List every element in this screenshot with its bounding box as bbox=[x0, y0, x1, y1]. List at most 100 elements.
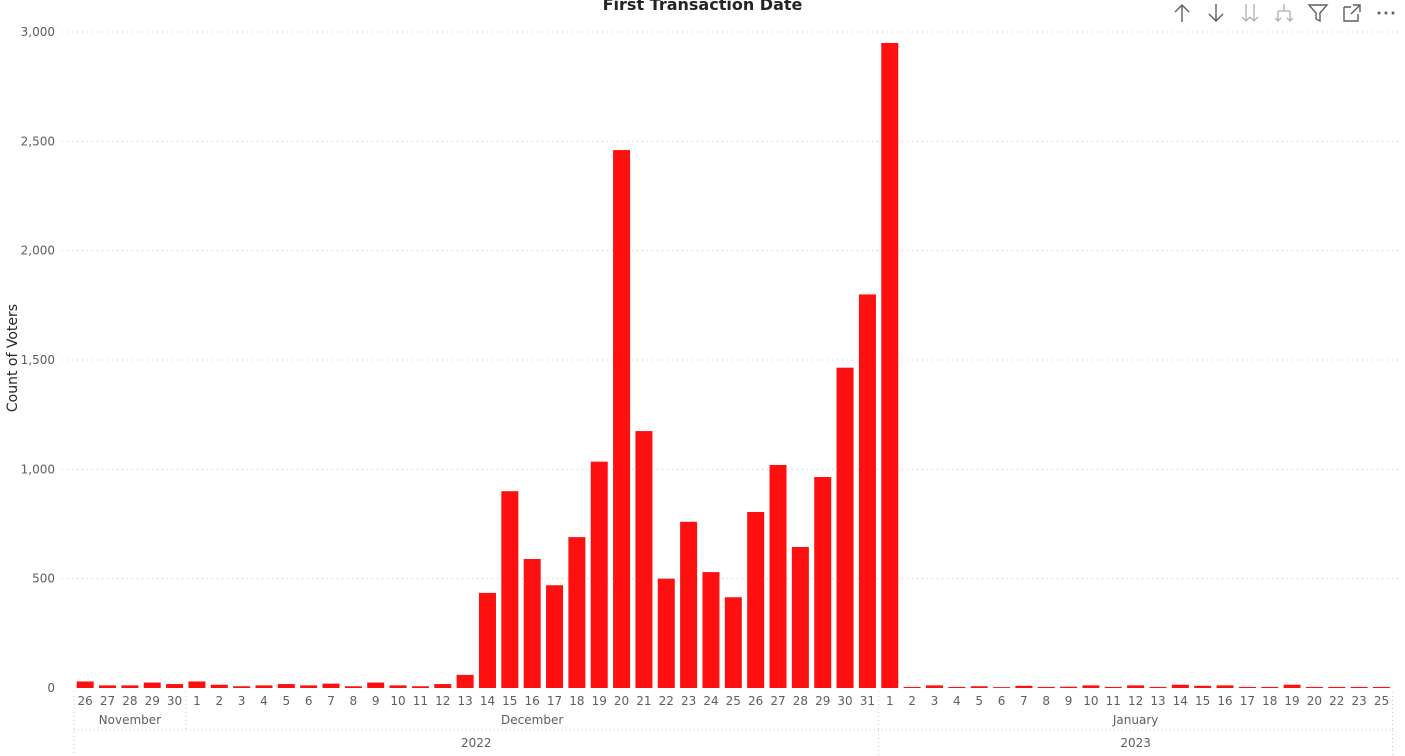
bar bbox=[657, 578, 675, 688]
x-tick-label: 25 bbox=[726, 694, 741, 708]
x-tick-label: 16 bbox=[525, 694, 540, 708]
bar bbox=[791, 546, 809, 688]
x-tick-label: 22 bbox=[659, 694, 674, 708]
focus-mode-icon[interactable] bbox=[1341, 2, 1363, 24]
x-tick-label: 18 bbox=[1262, 694, 1277, 708]
bar bbox=[613, 150, 631, 688]
bar bbox=[478, 592, 496, 688]
x-tick-label: 5 bbox=[975, 694, 983, 708]
bar bbox=[523, 558, 541, 688]
bar bbox=[568, 537, 586, 688]
x-tick-label: 21 bbox=[636, 694, 651, 708]
x-tick-label: 13 bbox=[1150, 694, 1165, 708]
bar bbox=[300, 685, 318, 688]
x-tick-label: 26 bbox=[78, 694, 93, 708]
x-tick-label: 18 bbox=[569, 694, 584, 708]
bar bbox=[747, 511, 765, 688]
arrow-down-icon[interactable] bbox=[1205, 2, 1227, 24]
bar bbox=[434, 684, 452, 688]
x-tick-label: 4 bbox=[953, 694, 961, 708]
bar bbox=[367, 682, 385, 688]
bar bbox=[188, 681, 206, 688]
bar bbox=[389, 685, 407, 688]
bar bbox=[814, 476, 832, 688]
x-tick-label: 17 bbox=[547, 694, 562, 708]
x-tick-label: 12 bbox=[1128, 694, 1143, 708]
x-tick-label: 2 bbox=[215, 694, 223, 708]
bar bbox=[166, 684, 184, 688]
x-tick-label: 1 bbox=[886, 694, 894, 708]
x-tick-label: 23 bbox=[681, 694, 696, 708]
x-tick-label: 17 bbox=[1240, 694, 1255, 708]
bar bbox=[903, 686, 921, 688]
x-tick-label: 22 bbox=[1329, 694, 1344, 708]
bar bbox=[1060, 686, 1078, 688]
bar bbox=[993, 687, 1011, 688]
bar bbox=[322, 683, 340, 688]
bar bbox=[836, 367, 854, 688]
x-tick-label: 29 bbox=[145, 694, 160, 708]
x-tick-label: 19 bbox=[592, 694, 607, 708]
x-tick-label: 24 bbox=[703, 694, 718, 708]
bar bbox=[1194, 685, 1212, 688]
double-arrow-down-icon[interactable] bbox=[1239, 2, 1261, 24]
month-label: December bbox=[501, 713, 563, 727]
x-tick-label: 20 bbox=[614, 694, 629, 708]
x-tick-label: 8 bbox=[350, 694, 358, 708]
x-tick-label: 6 bbox=[305, 694, 313, 708]
x-tick-label: 4 bbox=[260, 694, 268, 708]
bar bbox=[1104, 686, 1122, 688]
y-tick-label: 0 bbox=[47, 681, 55, 695]
bar bbox=[858, 294, 876, 688]
more-options-icon[interactable] bbox=[1375, 2, 1397, 24]
x-tick-label: 25 bbox=[1374, 694, 1389, 708]
x-tick-label: 8 bbox=[1042, 694, 1050, 708]
bar bbox=[255, 685, 273, 688]
bar bbox=[702, 572, 720, 688]
x-tick-label: 1 bbox=[193, 694, 201, 708]
bar bbox=[501, 491, 519, 688]
bar bbox=[1216, 685, 1234, 688]
x-tick-label: 31 bbox=[860, 694, 875, 708]
x-tick-label: 12 bbox=[435, 694, 450, 708]
x-tick-label: 9 bbox=[372, 694, 380, 708]
x-tick-label: 3 bbox=[238, 694, 246, 708]
x-tick-label: 2 bbox=[908, 694, 916, 708]
x-tick-label: 10 bbox=[390, 694, 405, 708]
bar bbox=[99, 685, 117, 688]
bar bbox=[143, 682, 161, 688]
x-tick-label: 27 bbox=[100, 694, 115, 708]
bar bbox=[76, 681, 94, 688]
bar bbox=[456, 674, 474, 688]
filter-icon[interactable] bbox=[1307, 2, 1329, 24]
arrow-up-icon[interactable] bbox=[1171, 2, 1193, 24]
bar bbox=[411, 686, 429, 688]
x-tick-label: 9 bbox=[1065, 694, 1073, 708]
x-tick-label: 15 bbox=[1195, 694, 1210, 708]
y-tick-label: 1,500 bbox=[21, 353, 55, 367]
bar bbox=[680, 521, 698, 688]
bar bbox=[210, 684, 228, 688]
bar bbox=[233, 686, 251, 688]
x-tick-label: 6 bbox=[998, 694, 1006, 708]
x-tick-label: 27 bbox=[770, 694, 785, 708]
x-tick-label: 5 bbox=[283, 694, 291, 708]
x-tick-label: 11 bbox=[413, 694, 428, 708]
x-tick-label: 11 bbox=[1106, 694, 1121, 708]
bar bbox=[277, 684, 295, 688]
bar bbox=[1015, 685, 1033, 688]
x-tick-label: 26 bbox=[748, 694, 763, 708]
month-label: January bbox=[1112, 713, 1159, 727]
bar bbox=[1328, 686, 1346, 688]
visual-toolbar bbox=[1159, 2, 1397, 24]
bar bbox=[769, 464, 787, 688]
bar bbox=[1082, 685, 1100, 688]
x-tick-label: 7 bbox=[327, 694, 335, 708]
x-tick-label: 15 bbox=[502, 694, 517, 708]
expand-hierarchy-icon[interactable] bbox=[1273, 2, 1295, 24]
y-tick-label: 2,000 bbox=[21, 244, 55, 258]
x-tick-label: 7 bbox=[1020, 694, 1028, 708]
bar bbox=[590, 461, 608, 688]
x-tick-label: 14 bbox=[480, 694, 495, 708]
bar bbox=[1238, 686, 1256, 688]
